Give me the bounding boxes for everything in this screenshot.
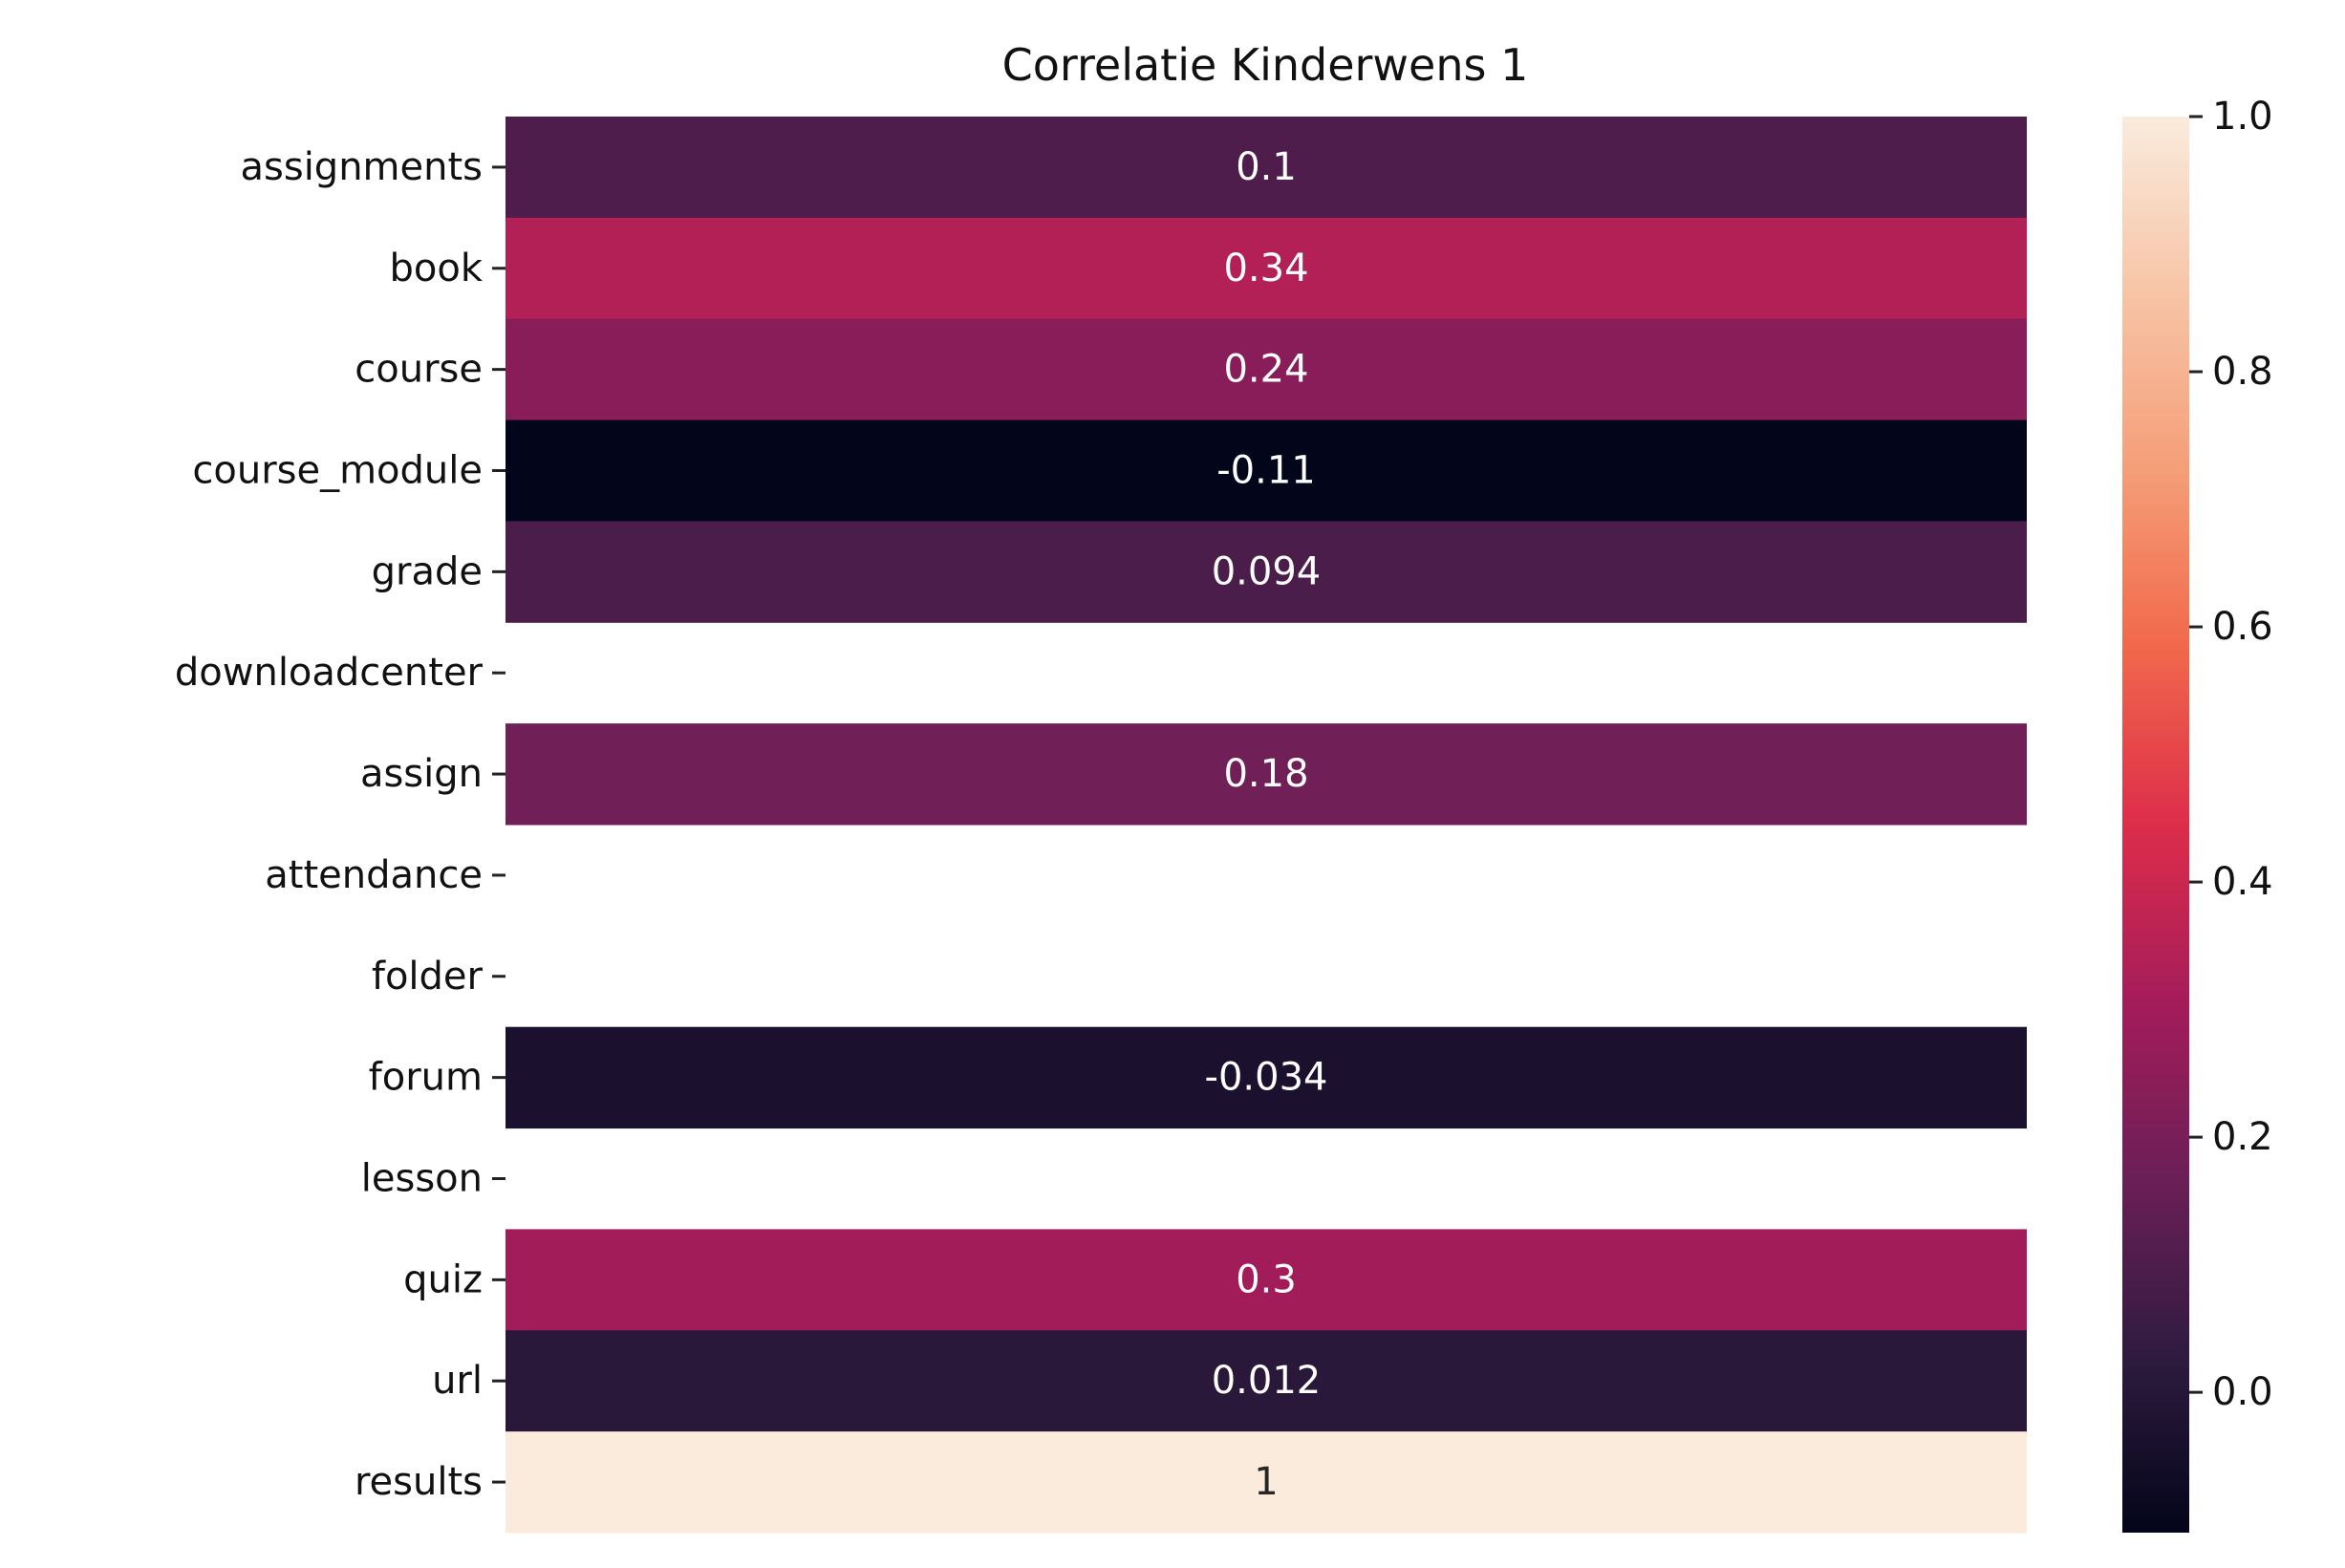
row-label: book (390, 247, 484, 290)
colorbar-tick-label: 0.2 (2212, 1115, 2273, 1159)
row-label: forum (369, 1056, 483, 1100)
cell-value-label: 0.18 (1223, 752, 1308, 796)
heatmap-cell (506, 723, 2027, 826)
cell-value-label: 1 (1254, 1460, 1278, 1504)
colorbar-ticks: 0.0 0.2 0.4 0.6 0.8 1.0 (2189, 95, 2273, 1414)
colorbar-tick-label: 1.0 (2212, 95, 2273, 139)
heatmap-cell (506, 217, 2027, 320)
cell-value-label: 0.34 (1223, 247, 1308, 290)
chart-title: Correlatie Kinderwens 1 (1002, 39, 1529, 91)
row-label: grade (372, 549, 483, 593)
row-label: url (432, 1359, 483, 1403)
heatmap-cell (506, 1431, 2027, 1534)
row-label: course (355, 348, 483, 392)
colorbar-tick-label: 0.6 (2212, 605, 2273, 649)
row-label: quiz (403, 1257, 483, 1301)
row-label: course_module (192, 449, 483, 493)
colorbar-tick-label: 0.4 (2212, 860, 2273, 904)
cell-value-label: 0.24 (1223, 348, 1308, 392)
cell-value-label: 0.3 (1236, 1257, 1297, 1301)
heatmap-cell (506, 1330, 2027, 1432)
heatmap-cell (506, 1026, 2027, 1129)
cell-value-label: 0.012 (1212, 1359, 1322, 1403)
colorbar-tick-label: 0.0 (2212, 1370, 2273, 1414)
cell-value-label: 0.094 (1212, 549, 1322, 593)
row-label: folder (372, 955, 484, 999)
row-label: results (355, 1460, 483, 1504)
row-label: assign (360, 752, 483, 796)
row-label: assignments (241, 145, 484, 189)
heatmap-cell (506, 419, 2027, 522)
cell-value-label: 0.1 (1236, 145, 1297, 189)
heatmap-cells: 0.1 0.34 0.24 -0.11 0.094 0.18 -0.034 0.3 0.012 1 (506, 117, 2027, 1534)
cell-value-label: -0.034 (1205, 1056, 1328, 1100)
heatmap-cell (506, 318, 2027, 421)
colorbar-tick-label: 0.8 (2212, 350, 2273, 394)
heatmap-cell (506, 1229, 2027, 1331)
colorbar (2122, 117, 2189, 1533)
cell-value-label: -0.11 (1216, 449, 1316, 493)
row-label: downloadcenter (175, 651, 484, 695)
row-label: lesson (361, 1157, 483, 1201)
heatmap-cell (506, 521, 2027, 623)
row-label: attendance (265, 853, 483, 897)
heatmap-cell (506, 117, 2027, 219)
